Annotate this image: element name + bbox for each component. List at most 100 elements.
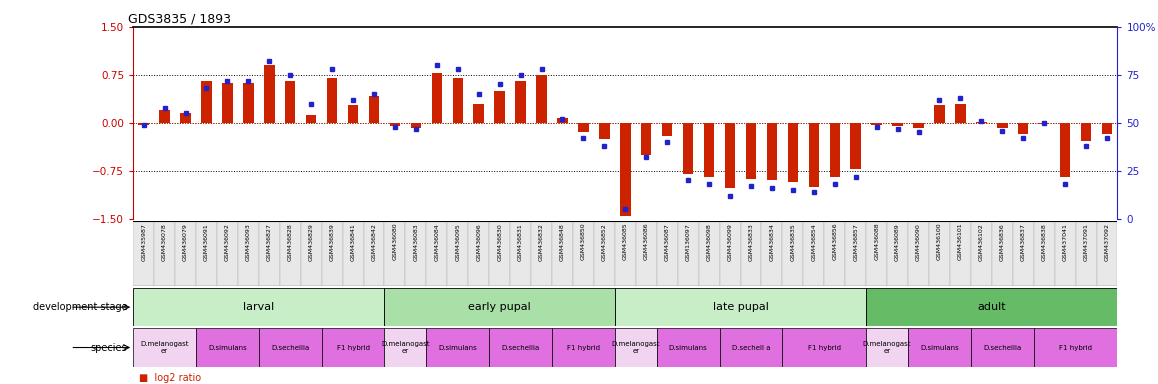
Bar: [285, 81, 295, 123]
Bar: [139, 123, 149, 125]
Text: GSM436090: GSM436090: [916, 223, 921, 260]
Text: GSM436098: GSM436098: [706, 223, 711, 260]
Bar: [447, 221, 468, 286]
Bar: [552, 328, 615, 367]
Text: GSM436095: GSM436095: [455, 223, 460, 260]
Bar: [222, 83, 233, 123]
Text: GSM436833: GSM436833: [748, 223, 754, 261]
Text: GSM436085: GSM436085: [623, 223, 628, 260]
Bar: [683, 123, 694, 174]
Bar: [599, 123, 609, 139]
Bar: [306, 115, 316, 123]
Bar: [532, 221, 552, 286]
Text: D.melanogast
er: D.melanogast er: [611, 341, 660, 354]
Bar: [1076, 221, 1097, 286]
Bar: [657, 221, 677, 286]
Text: D.melanogast
er: D.melanogast er: [381, 341, 430, 354]
Text: late pupal: late pupal: [712, 302, 769, 312]
Bar: [368, 96, 379, 123]
Bar: [515, 81, 526, 123]
Text: GSM436831: GSM436831: [518, 223, 523, 260]
Text: GSM436850: GSM436850: [581, 223, 586, 260]
Text: GSM436087: GSM436087: [665, 223, 669, 260]
Text: adult: adult: [977, 302, 1006, 312]
Text: GSM436842: GSM436842: [372, 223, 376, 261]
Bar: [698, 221, 719, 286]
Bar: [1018, 123, 1028, 134]
Text: GSM436838: GSM436838: [1042, 223, 1047, 260]
Bar: [829, 123, 840, 177]
Bar: [824, 221, 845, 286]
Text: GSM436092: GSM436092: [225, 223, 230, 261]
Bar: [1055, 221, 1076, 286]
Bar: [808, 123, 819, 187]
Bar: [1080, 123, 1091, 141]
Bar: [804, 221, 824, 286]
Bar: [217, 221, 237, 286]
Text: GSM436096: GSM436096: [476, 223, 482, 260]
Bar: [201, 81, 212, 123]
Text: GSM436088: GSM436088: [874, 223, 879, 260]
Text: D.sechellia: D.sechellia: [983, 344, 1021, 351]
Bar: [955, 104, 966, 123]
Bar: [871, 123, 882, 125]
Bar: [494, 91, 505, 123]
Text: ■  log2 ratio: ■ log2 ratio: [139, 373, 201, 383]
Bar: [594, 221, 615, 286]
Bar: [767, 123, 777, 180]
Text: GSM436086: GSM436086: [644, 223, 648, 260]
Text: GSM437091: GSM437091: [1084, 223, 1089, 261]
Bar: [620, 123, 631, 216]
Text: GSM436830: GSM436830: [497, 223, 503, 260]
Bar: [725, 123, 735, 188]
Bar: [935, 105, 945, 123]
Bar: [468, 221, 489, 286]
Text: GSM436089: GSM436089: [895, 223, 900, 260]
Bar: [976, 122, 987, 123]
Bar: [783, 221, 804, 286]
Bar: [908, 328, 970, 367]
Text: F1 hybrid: F1 hybrid: [808, 344, 841, 351]
Bar: [783, 328, 866, 367]
Bar: [426, 328, 489, 367]
Text: GSM436835: GSM436835: [791, 223, 796, 260]
Bar: [237, 221, 259, 286]
Text: GSM436836: GSM436836: [999, 223, 1005, 260]
Bar: [914, 123, 924, 128]
Bar: [453, 78, 463, 123]
Bar: [677, 221, 698, 286]
Text: GSM436856: GSM436856: [833, 223, 837, 260]
Bar: [181, 113, 191, 123]
Text: GSM436827: GSM436827: [266, 223, 272, 261]
Bar: [1013, 221, 1034, 286]
Bar: [746, 123, 756, 179]
Bar: [489, 221, 511, 286]
Bar: [578, 123, 588, 132]
Text: D.sechellia: D.sechellia: [501, 344, 540, 351]
Bar: [787, 123, 798, 182]
Text: GSM436084: GSM436084: [434, 223, 439, 260]
Bar: [327, 78, 337, 123]
Bar: [160, 110, 170, 123]
Text: GSM436102: GSM436102: [979, 223, 984, 260]
Bar: [991, 221, 1013, 286]
Text: GSM436832: GSM436832: [540, 223, 544, 261]
Text: GSM436852: GSM436852: [602, 223, 607, 260]
Text: GSM436078: GSM436078: [162, 223, 167, 260]
Bar: [384, 221, 405, 286]
Bar: [657, 328, 719, 367]
Text: GSM436091: GSM436091: [204, 223, 208, 260]
Bar: [950, 221, 970, 286]
Bar: [615, 328, 657, 367]
Text: early pupal: early pupal: [468, 302, 532, 312]
Bar: [762, 221, 783, 286]
Bar: [384, 288, 615, 326]
Bar: [322, 328, 384, 367]
Bar: [536, 75, 547, 123]
Bar: [347, 105, 358, 123]
Bar: [866, 328, 908, 367]
Text: D.simulans: D.simulans: [439, 344, 477, 351]
Bar: [615, 288, 866, 326]
Bar: [997, 123, 1007, 128]
Bar: [662, 123, 673, 136]
